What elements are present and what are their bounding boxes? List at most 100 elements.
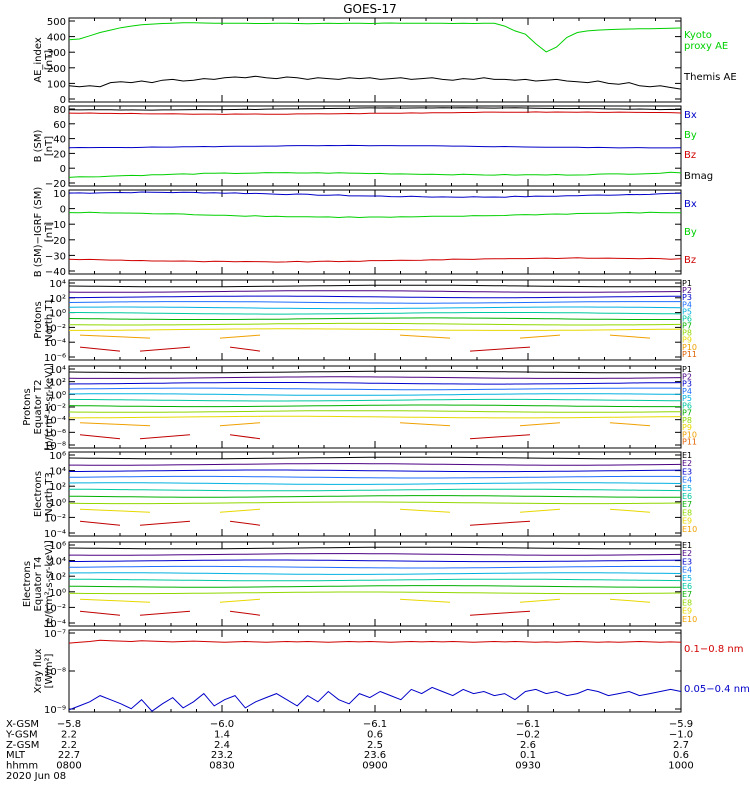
channel-legend-label: P11: [682, 350, 697, 359]
channel-line: [68, 488, 682, 492]
channel-fragment: [609, 422, 651, 427]
y-tick-label: 10⁰: [49, 309, 66, 320]
channel-legend-label: P4: [682, 387, 692, 396]
channel-legend-label: P8: [682, 416, 692, 425]
channel-fragment: [469, 434, 531, 440]
x-tick-value: 2.2: [61, 740, 77, 751]
x-tick-value: −1.0: [669, 729, 693, 740]
channel-line: [69, 469, 682, 473]
y-tick-label: 10⁻⁸: [44, 667, 66, 678]
y-tick-label: 10⁶: [49, 541, 66, 552]
channel-fragment: [79, 598, 151, 603]
channel-fragment: [519, 508, 561, 513]
y-tick-label: 10⁻⁴: [44, 619, 66, 630]
y-axis-label: [W/m²]: [44, 653, 55, 688]
y-axis-label: Electrons: [33, 471, 44, 517]
y-tick-label: 10⁻⁶: [44, 353, 66, 364]
x-tick-value: −6.1: [516, 719, 540, 730]
series-line: [68, 686, 682, 712]
channel-fragment: [469, 346, 531, 352]
channel-line: [69, 559, 682, 563]
channel-fragment: [139, 434, 191, 440]
channel-line: [68, 591, 682, 595]
channel-fragment: [609, 508, 651, 513]
x-tick-value: 22.7: [58, 750, 80, 761]
channel-legend-label: P2: [682, 286, 692, 295]
channel-legend-label: E8: [682, 508, 692, 517]
y-tick-label: 10⁶: [49, 451, 66, 462]
y-axis-label: [nT]: [44, 50, 55, 70]
y-tick-label: 10⁻⁴: [44, 338, 66, 349]
channel-line: [68, 290, 682, 293]
channel-line: [68, 495, 681, 498]
y-axis-label: Equator T2: [33, 380, 44, 435]
channel-legend-label: P10: [682, 430, 697, 439]
legend-label: Kyoto: [684, 30, 712, 41]
channel-legend-label: E2: [682, 549, 692, 558]
x-tick-value: −6.0: [210, 719, 234, 730]
channel-line: [68, 370, 681, 374]
y-axis-label: B (SM)−IGRF (SM): [33, 187, 44, 278]
panel-pt1: 10⁴ 10² 10⁰ 10⁻² 10⁻⁴ 10⁻⁶ Protons North T1 P1P2…: [33, 279, 697, 364]
channel-fragment: [79, 434, 121, 440]
y-tick-label: 10: [53, 189, 66, 200]
legend-label: 0.05−0.4 nm: [684, 684, 750, 695]
channel-fragment: [609, 598, 651, 603]
y-tick-label: 40: [53, 135, 66, 146]
channel-line: [68, 578, 682, 582]
y-tick-label: 300: [47, 48, 66, 59]
y-axis-label: [nT]: [44, 136, 55, 156]
series-line: [68, 257, 682, 263]
channel-legend-label: P10: [682, 343, 697, 352]
channel-legend-label: P3: [682, 380, 692, 389]
channel-line: [69, 312, 682, 315]
chart-title: GOES-17: [343, 2, 397, 16]
x-tick-value: 23.2: [211, 750, 233, 761]
y-axis-label: [e/(cm²-s-sr-keV)]: [44, 540, 55, 628]
legend-label: Bz: [684, 255, 696, 266]
channel-legend-label: P9: [682, 336, 692, 345]
channel-legend-label: E3: [682, 557, 692, 566]
y-tick-label: 0: [60, 164, 66, 175]
x-tick-value: −5.9: [669, 719, 693, 730]
legend-label: 0.1−0.8 nm: [684, 644, 743, 655]
x-tick-value: 1.4: [214, 729, 230, 740]
y-tick-label: 10²: [49, 482, 66, 493]
x-tick-value: 2.6: [520, 740, 536, 751]
channel-legend-label: E6: [682, 492, 692, 501]
series-line: [68, 639, 682, 644]
panel-bsm: 80 60 40 20 0 −20 B (SM) [nT] Bx By Bz Bmag: [33, 105, 713, 190]
channel-line: [68, 382, 682, 385]
y-tick-label: −10: [45, 220, 66, 231]
channel-fragment: [229, 434, 261, 440]
y-tick-label: −40: [45, 267, 66, 278]
channel-legend-label: E7: [682, 500, 692, 509]
x-tick-value: 0800: [56, 761, 81, 772]
series-line: [68, 75, 682, 90]
y-axis-label: AE_index: [33, 37, 44, 83]
channel-fragment: [519, 422, 561, 427]
legend-label: Bz: [684, 150, 696, 161]
channel-fragment: [219, 508, 261, 513]
channel-legend-label: E3: [682, 467, 692, 476]
channel-line: [69, 415, 682, 419]
channel-fragment: [399, 422, 451, 427]
x-tick-value: −0.2: [516, 729, 540, 740]
channel-fragment: [79, 610, 121, 616]
channel-line: [68, 322, 682, 326]
x-tick-value: 0.6: [367, 729, 383, 740]
y-axis-label: Electrons: [22, 561, 33, 607]
channel-fragment: [139, 520, 191, 526]
channel-legend-label: E8: [682, 598, 692, 607]
channel-legend-label: P3: [682, 293, 692, 302]
channel-fragment: [609, 334, 651, 339]
y-tick-label: 10⁻⁷: [44, 629, 66, 640]
channel-fragment: [219, 334, 261, 339]
series-line: [68, 211, 682, 219]
channel-fragment: [79, 508, 151, 513]
channel-legend-label: E9: [682, 517, 692, 526]
channel-fragment: [79, 422, 151, 427]
channel-fragment: [229, 520, 261, 526]
